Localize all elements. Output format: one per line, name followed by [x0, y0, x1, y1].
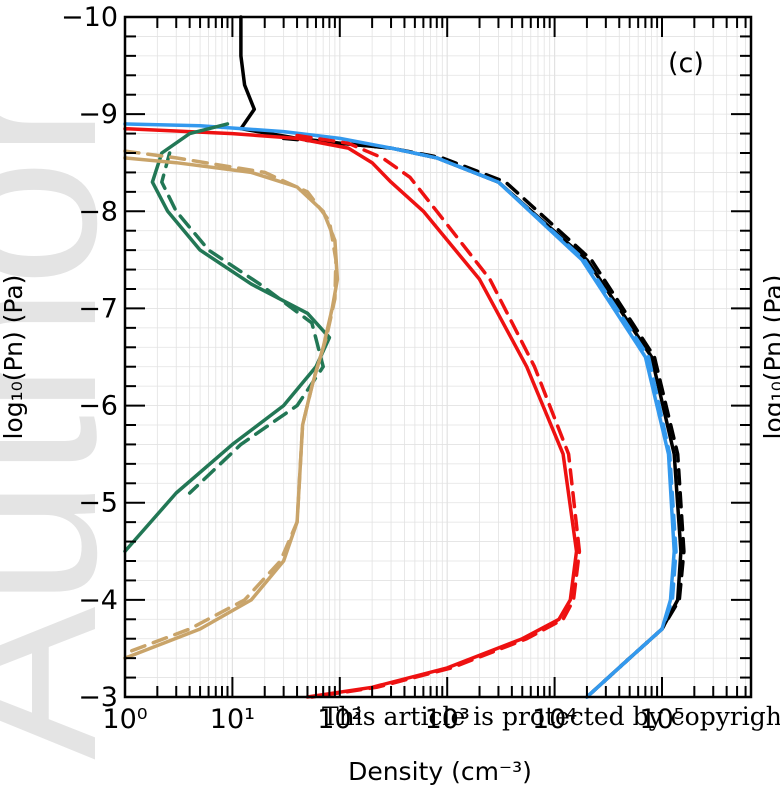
grid-lines — [125, 17, 751, 697]
series-line-5 — [123, 126, 579, 699]
y-tick-label: −5 — [78, 488, 118, 519]
x-tick-label: 10⁰ — [102, 704, 147, 735]
x-tick-label: 10⁵ — [639, 704, 684, 735]
series-line-8 — [160, 151, 325, 495]
series-line-1 — [239, 15, 683, 699]
right-panel-y-axis-title: log₁₀(Pn) (Pa) — [759, 275, 780, 440]
y-tick-label: −9 — [78, 99, 118, 130]
axis-ticks — [124, 16, 751, 697]
plot-frame — [123, 15, 753, 699]
panel-label: (c) — [668, 48, 704, 79]
series-line-3 — [123, 122, 676, 699]
x-axis-title: Density (cm⁻³) — [348, 757, 532, 786]
y-tick-label: −8 — [78, 196, 118, 227]
y-tick-label: −4 — [78, 585, 118, 616]
author-watermark: Author M — [0, 0, 144, 760]
series-layer — [123, 15, 686, 699]
y-tick-labels: −3 −4 −5 −6 −7 −8 −9 −10 — [61, 2, 118, 713]
series-line-6 — [295, 133, 582, 699]
y-tick-label: −7 — [78, 293, 118, 324]
x-tick-label: 10¹ — [210, 704, 255, 735]
y-tick-label: −6 — [78, 391, 118, 422]
x-tick-label: 10⁴ — [532, 704, 577, 735]
y-tick-label: −3 — [78, 682, 118, 713]
x-tick-label: 10² — [317, 704, 362, 735]
x-tick-labels: 10⁰ 10¹ 10² 10³ 10⁴ 10⁵ — [102, 704, 684, 735]
y-tick-label: −10 — [61, 2, 118, 33]
copyright-notice: This article is protected by copyright. — [322, 702, 780, 731]
plot-area — [123, 15, 753, 699]
series-line-10 — [123, 149, 338, 656]
series-line-4 — [389, 146, 678, 699]
series-line-2 — [281, 136, 686, 699]
y-axis-title: log₁₀(Pn) (Pa) — [0, 275, 28, 440]
x-tick-label: 10³ — [425, 704, 470, 735]
